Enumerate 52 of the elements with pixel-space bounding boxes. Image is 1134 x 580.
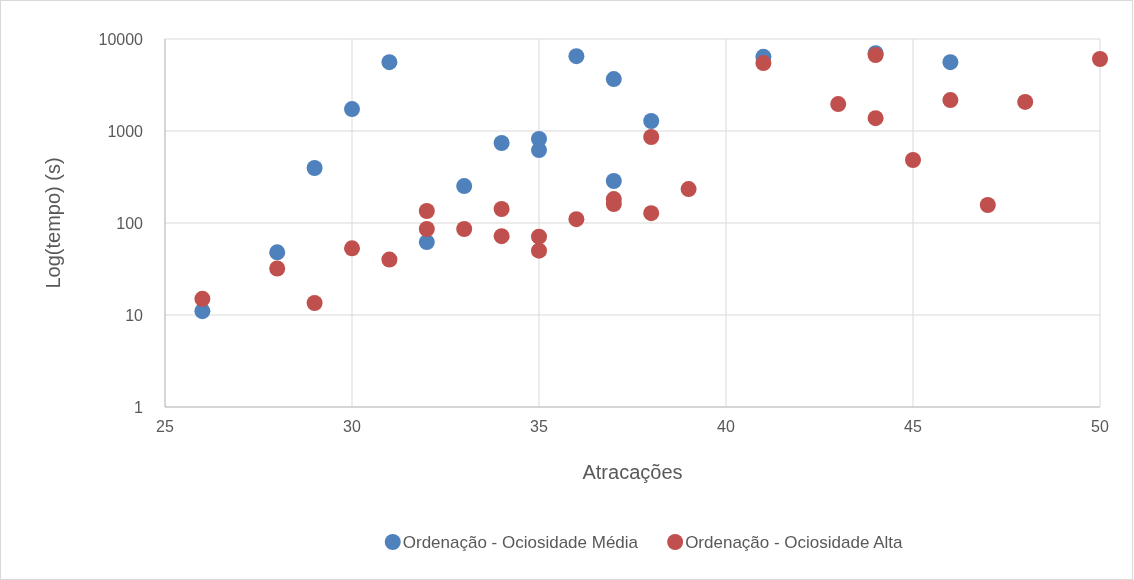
point — [269, 260, 286, 277]
point — [755, 55, 772, 72]
point — [194, 290, 211, 307]
point — [942, 54, 959, 71]
point — [344, 101, 360, 118]
point — [643, 112, 660, 129]
legend-label: Ordenação - Ociosidade Alta — [685, 533, 904, 552]
point — [867, 110, 884, 127]
point — [680, 181, 697, 198]
y-tick-label: 10 — [125, 307, 144, 324]
point — [456, 178, 473, 195]
y-tick-label: 100 — [116, 215, 144, 232]
point — [643, 129, 660, 146]
x-axis-title: Atracações — [582, 461, 683, 483]
x-tick-label: 30 — [343, 418, 361, 435]
point — [344, 240, 360, 257]
point — [381, 251, 398, 268]
point — [1092, 51, 1108, 68]
x-tick-label: 50 — [1091, 418, 1109, 435]
point — [905, 151, 921, 168]
point — [493, 200, 510, 217]
point — [381, 54, 398, 71]
point — [830, 96, 847, 113]
y-axis-title: Log(tempo) (s) — [42, 157, 64, 289]
point — [568, 211, 585, 228]
point — [493, 228, 510, 245]
point — [1017, 93, 1034, 110]
point — [306, 160, 323, 177]
point — [568, 48, 585, 65]
point — [531, 242, 547, 259]
point — [605, 71, 622, 88]
point — [306, 295, 323, 312]
point — [456, 221, 473, 238]
point — [531, 142, 547, 159]
y-tick-label: 1000 — [107, 123, 144, 140]
x-tick-label: 25 — [156, 418, 174, 435]
x-tick-label: 35 — [530, 418, 548, 435]
legend-label: Ordenação - Ociosidade Média — [402, 533, 639, 552]
x-tick-label: 40 — [717, 418, 735, 435]
y-tick-label: 10000 — [98, 31, 144, 48]
point — [418, 203, 435, 220]
point — [979, 196, 996, 213]
point — [418, 234, 435, 251]
point — [418, 221, 435, 238]
point — [643, 205, 660, 222]
point — [531, 228, 547, 245]
y-tick-label: 1 — [134, 399, 144, 416]
point — [942, 92, 959, 109]
x-tick-label: 45 — [904, 418, 922, 435]
point — [493, 135, 510, 152]
point — [605, 173, 622, 190]
point — [269, 244, 286, 261]
